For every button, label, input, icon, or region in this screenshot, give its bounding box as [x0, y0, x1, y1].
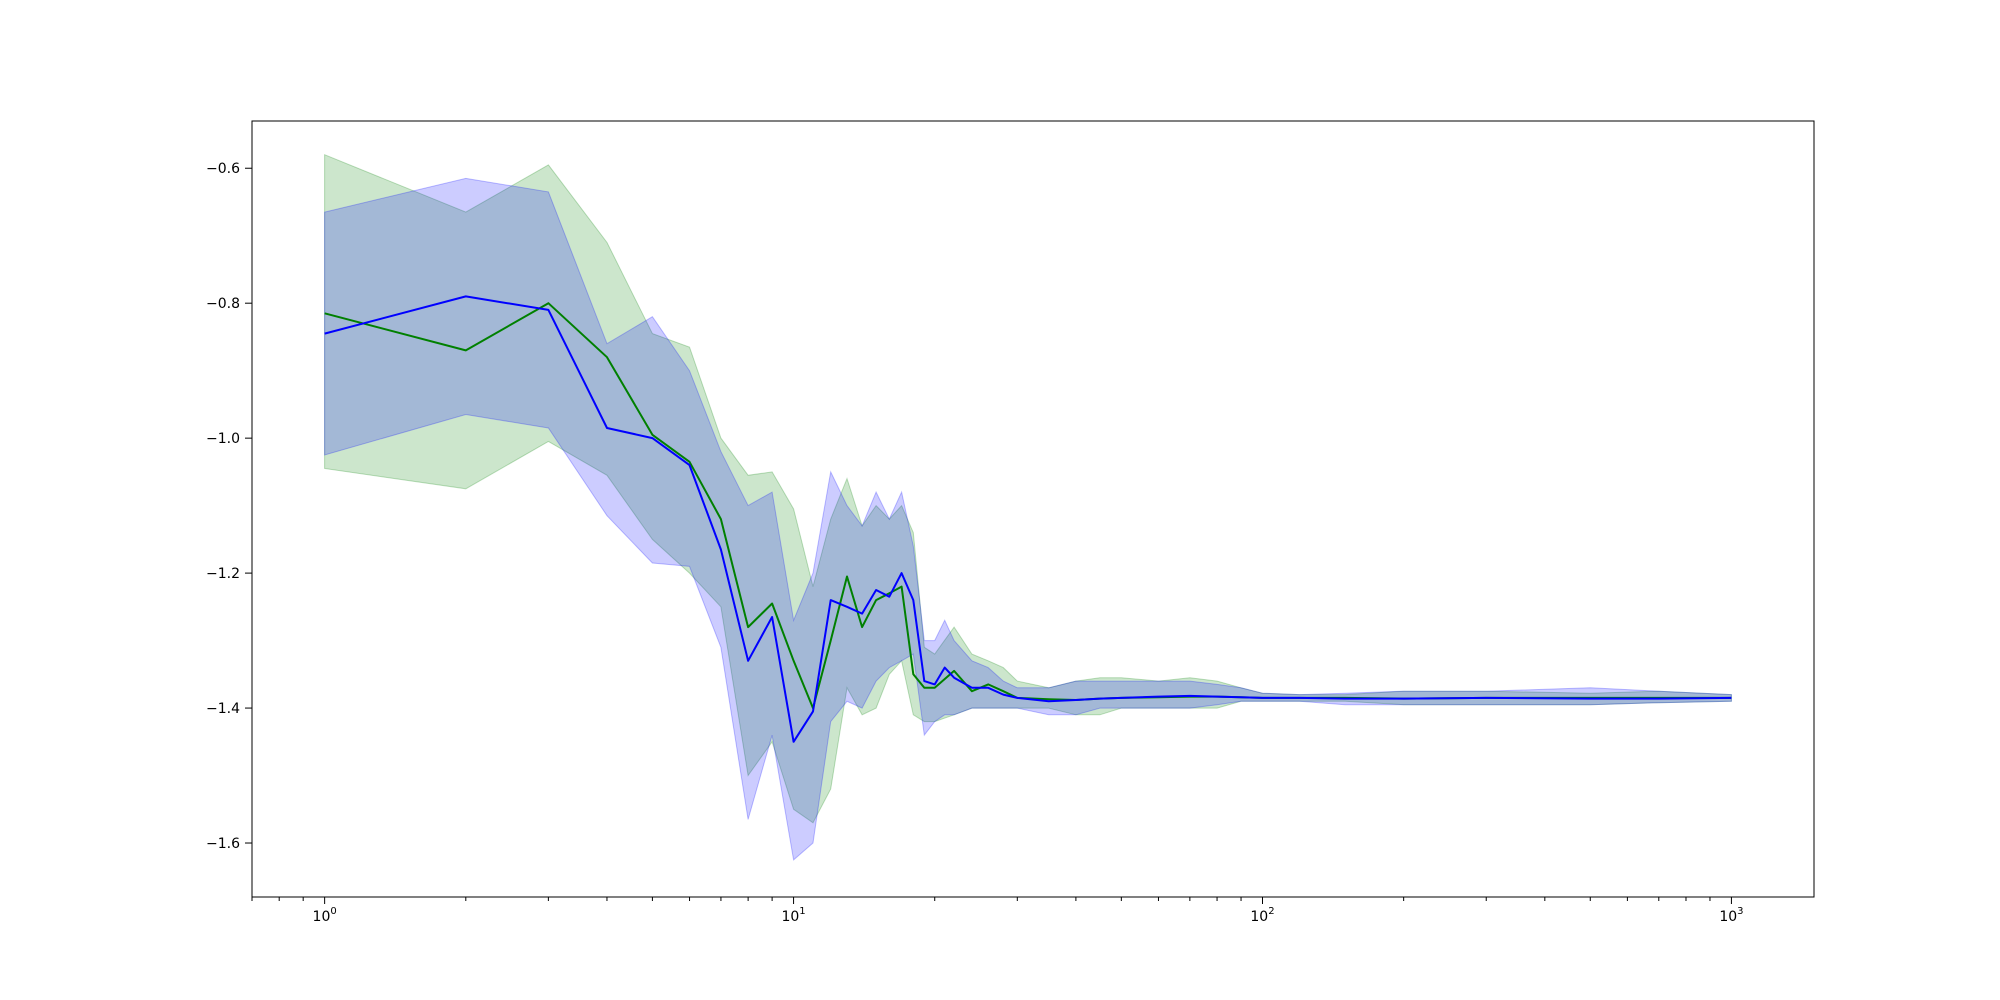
y-tick-label: −1.2: [206, 566, 240, 582]
x-tick-label: 101: [781, 906, 805, 925]
series-1-band: [324, 153, 1732, 824]
x-axis: 100 101 102 103: [251, 897, 1744, 925]
y-tick-label: −1.4: [206, 701, 240, 717]
x-tick-label: 103: [1719, 906, 1743, 925]
x-tick-label: 100: [313, 906, 337, 925]
y-tick-label: −0.8: [206, 296, 240, 312]
confidence-bands: [324, 153, 1732, 861]
x-tick-label: 102: [1250, 906, 1274, 925]
series-2-line: [324, 295, 1732, 743]
series-lines: [324, 295, 1732, 743]
y-tick-label: −1.6: [206, 836, 240, 852]
y-axis: −0.6 −0.8 −1.0 −1.2 −1.4 −1.6: [206, 161, 252, 852]
y-tick-label: −0.6: [206, 161, 240, 177]
y-tick-label: −1.0: [206, 431, 240, 447]
series-2-band: [324, 177, 1732, 861]
plot-frame: [251, 120, 1815, 898]
